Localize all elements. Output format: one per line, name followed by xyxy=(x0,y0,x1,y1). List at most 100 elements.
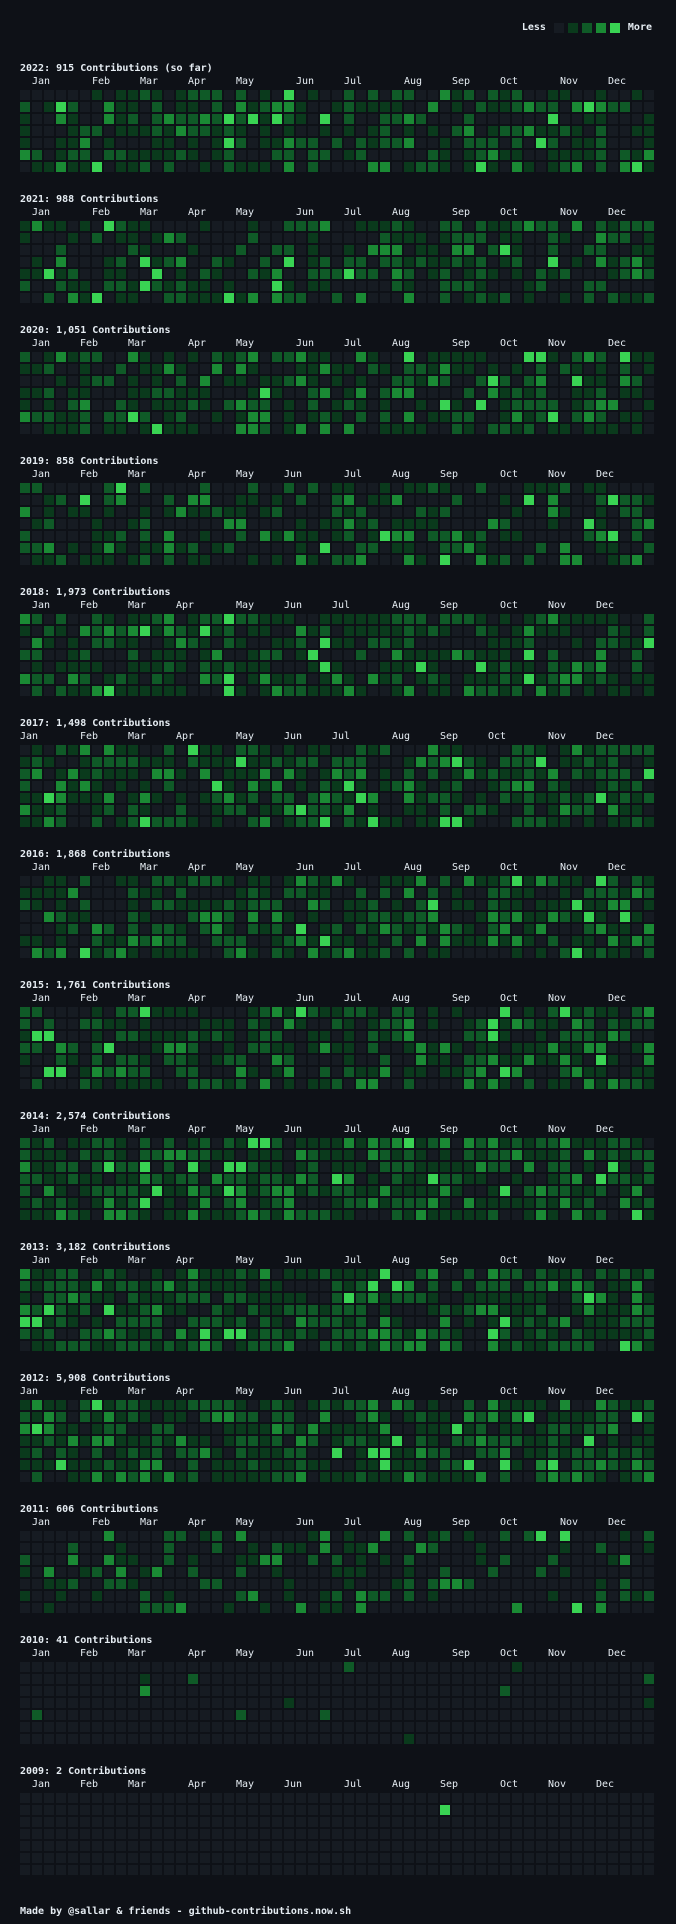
contribution-cell[interactable] xyxy=(572,1174,582,1184)
contribution-cell[interactable] xyxy=(296,507,306,517)
contribution-cell[interactable] xyxy=(68,1174,78,1184)
contribution-cell[interactable] xyxy=(344,400,354,410)
contribution-cell[interactable] xyxy=(116,102,126,112)
contribution-cell[interactable] xyxy=(392,352,402,362)
contribution-cell[interactable] xyxy=(404,1055,414,1065)
contribution-cell[interactable] xyxy=(80,936,90,946)
contribution-cell[interactable] xyxy=(224,388,234,398)
contribution-cell[interactable] xyxy=(296,757,306,767)
contribution-cell[interactable] xyxy=(164,400,174,410)
contribution-cell[interactable] xyxy=(56,1293,66,1303)
contribution-cell[interactable] xyxy=(368,769,378,779)
contribution-cell[interactable] xyxy=(104,1674,114,1684)
contribution-cell[interactable] xyxy=(176,555,186,565)
contribution-cell[interactable] xyxy=(80,888,90,898)
contribution-cell[interactable] xyxy=(152,674,162,684)
contribution-cell[interactable] xyxy=(188,1341,198,1351)
contribution-cell[interactable] xyxy=(548,1662,558,1672)
contribution-cell[interactable] xyxy=(572,1436,582,1446)
contribution-cell[interactable] xyxy=(104,1198,114,1208)
contribution-cell[interactable] xyxy=(320,1543,330,1553)
contribution-cell[interactable] xyxy=(320,388,330,398)
contribution-cell[interactable] xyxy=(80,1436,90,1446)
contribution-cell[interactable] xyxy=(452,1710,462,1720)
contribution-cell[interactable] xyxy=(332,233,342,243)
contribution-cell[interactable] xyxy=(56,626,66,636)
contribution-cell[interactable] xyxy=(500,1210,510,1220)
contribution-cell[interactable] xyxy=(44,1043,54,1053)
contribution-cell[interactable] xyxy=(392,412,402,422)
contribution-cell[interactable] xyxy=(428,1591,438,1601)
contribution-cell[interactable] xyxy=(68,1555,78,1565)
contribution-cell[interactable] xyxy=(596,662,606,672)
contribution-cell[interactable] xyxy=(188,1472,198,1482)
contribution-cell[interactable] xyxy=(20,150,30,160)
contribution-cell[interactable] xyxy=(92,1341,102,1351)
contribution-cell[interactable] xyxy=(236,1305,246,1315)
contribution-cell[interactable] xyxy=(176,686,186,696)
contribution-cell[interactable] xyxy=(260,90,270,100)
contribution-cell[interactable] xyxy=(212,400,222,410)
contribution-cell[interactable] xyxy=(440,543,450,553)
contribution-cell[interactable] xyxy=(488,495,498,505)
contribution-cell[interactable] xyxy=(164,1424,174,1434)
contribution-cell[interactable] xyxy=(440,388,450,398)
contribution-cell[interactable] xyxy=(356,793,366,803)
contribution-cell[interactable] xyxy=(224,507,234,517)
contribution-cell[interactable] xyxy=(416,531,426,541)
contribution-cell[interactable] xyxy=(284,1293,294,1303)
contribution-cell[interactable] xyxy=(428,1019,438,1029)
contribution-cell[interactable] xyxy=(128,626,138,636)
contribution-cell[interactable] xyxy=(488,1710,498,1720)
contribution-cell[interactable] xyxy=(608,1567,618,1577)
contribution-cell[interactable] xyxy=(572,1400,582,1410)
contribution-cell[interactable] xyxy=(92,781,102,791)
contribution-cell[interactable] xyxy=(584,626,594,636)
contribution-cell[interactable] xyxy=(140,1734,150,1744)
contribution-cell[interactable] xyxy=(284,388,294,398)
contribution-cell[interactable] xyxy=(152,924,162,934)
contribution-cell[interactable] xyxy=(368,1710,378,1720)
contribution-cell[interactable] xyxy=(284,1007,294,1017)
contribution-cell[interactable] xyxy=(536,221,546,231)
contribution-cell[interactable] xyxy=(524,1555,534,1565)
contribution-cell[interactable] xyxy=(284,805,294,815)
contribution-cell[interactable] xyxy=(416,1710,426,1720)
contribution-cell[interactable] xyxy=(152,1210,162,1220)
contribution-cell[interactable] xyxy=(632,1150,642,1160)
contribution-cell[interactable] xyxy=(80,1198,90,1208)
contribution-cell[interactable] xyxy=(56,1067,66,1077)
contribution-cell[interactable] xyxy=(368,1436,378,1446)
contribution-cell[interactable] xyxy=(416,400,426,410)
contribution-cell[interactable] xyxy=(644,1329,654,1339)
contribution-cell[interactable] xyxy=(80,102,90,112)
contribution-cell[interactable] xyxy=(272,1531,282,1541)
contribution-cell[interactable] xyxy=(140,114,150,124)
contribution-cell[interactable] xyxy=(536,376,546,386)
contribution-cell[interactable] xyxy=(524,876,534,886)
contribution-cell[interactable] xyxy=(236,114,246,124)
contribution-cell[interactable] xyxy=(200,388,210,398)
contribution-cell[interactable] xyxy=(152,757,162,767)
contribution-cell[interactable] xyxy=(92,1293,102,1303)
contribution-cell[interactable] xyxy=(368,1567,378,1577)
contribution-cell[interactable] xyxy=(404,293,414,303)
contribution-cell[interactable] xyxy=(152,1198,162,1208)
contribution-cell[interactable] xyxy=(452,1579,462,1589)
contribution-cell[interactable] xyxy=(260,1424,270,1434)
contribution-cell[interactable] xyxy=(356,1531,366,1541)
contribution-cell[interactable] xyxy=(164,614,174,624)
contribution-cell[interactable] xyxy=(356,817,366,827)
contribution-cell[interactable] xyxy=(644,293,654,303)
contribution-cell[interactable] xyxy=(500,745,510,755)
contribution-cell[interactable] xyxy=(236,1079,246,1089)
contribution-cell[interactable] xyxy=(116,543,126,553)
contribution-cell[interactable] xyxy=(212,1531,222,1541)
contribution-cell[interactable] xyxy=(68,1579,78,1589)
contribution-cell[interactable] xyxy=(524,293,534,303)
contribution-cell[interactable] xyxy=(272,126,282,136)
contribution-cell[interactable] xyxy=(560,1269,570,1279)
contribution-cell[interactable] xyxy=(644,90,654,100)
contribution-cell[interactable] xyxy=(380,1174,390,1184)
contribution-cell[interactable] xyxy=(308,1341,318,1351)
